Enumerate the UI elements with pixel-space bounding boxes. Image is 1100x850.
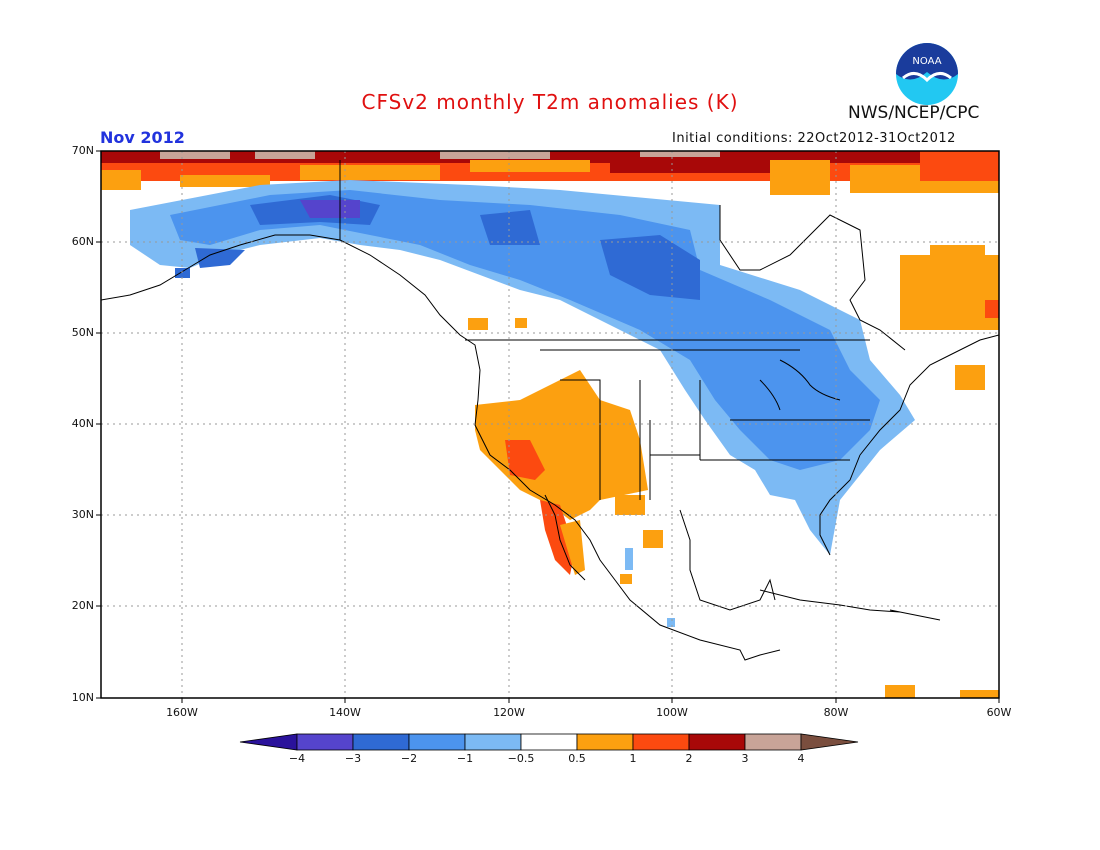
colorbar-bin	[408, 733, 466, 751]
anomaly-shading	[101, 151, 999, 698]
initial-conditions: Initial conditions: 22Oct2012-31Oct2012	[672, 131, 956, 146]
colorbar-label: −0.5	[507, 752, 535, 765]
colorbar-label: −4	[288, 752, 306, 765]
lon-label-140w: 140W	[329, 706, 361, 719]
colorbar-arrow-high	[800, 733, 859, 751]
colorbar-bin	[688, 733, 746, 751]
lon-label-160w: 160W	[166, 706, 198, 719]
lat-label-70n: 70N	[71, 144, 94, 157]
colorbar-bin	[464, 733, 522, 751]
lon-label-80w: 80W	[823, 706, 849, 719]
lat-label-50n: 50N	[71, 326, 94, 339]
colorbar-bin	[744, 733, 802, 751]
colorbar-bin	[632, 733, 690, 751]
lat-label-60n: 60N	[71, 235, 94, 248]
latlon-grid	[101, 151, 999, 698]
agency-label: NWS/NCEP/CPC	[848, 103, 980, 123]
lat-label-40n: 40N	[71, 417, 94, 430]
colorbar	[239, 733, 859, 751]
colorbar-label: −2	[400, 752, 418, 765]
noaa-logo: NOAA	[896, 43, 958, 105]
colorbar-label: 4	[797, 752, 805, 765]
colorbar-label: −3	[344, 752, 362, 765]
colorbar-label: 1	[629, 752, 637, 765]
colorbar-label: 0.5	[568, 752, 586, 765]
axis-ticks	[96, 150, 1000, 703]
lat-label-10n: 10N	[71, 691, 94, 704]
colorbar-arrow-low	[239, 733, 298, 751]
lat-label-20n: 20N	[71, 599, 94, 612]
lon-label-60w: 60W	[986, 706, 1012, 719]
colorbar-label: 2	[685, 752, 693, 765]
forecast-period: Nov 2012	[100, 128, 185, 147]
colorbar-bin	[352, 733, 410, 751]
colorbar-bin	[296, 733, 354, 751]
colorbar-bin	[576, 733, 634, 751]
lon-label-100w: 100W	[656, 706, 688, 719]
lat-label-30n: 30N	[71, 508, 94, 521]
colorbar-label: −1	[456, 752, 474, 765]
lon-label-120w: 120W	[493, 706, 525, 719]
noaa-logo-text: NOAA	[912, 56, 941, 67]
map-title: CFSv2 monthly T2m anomalies (K)	[361, 90, 739, 114]
colorbar-bin	[520, 733, 578, 751]
colorbar-label: 3	[741, 752, 749, 765]
